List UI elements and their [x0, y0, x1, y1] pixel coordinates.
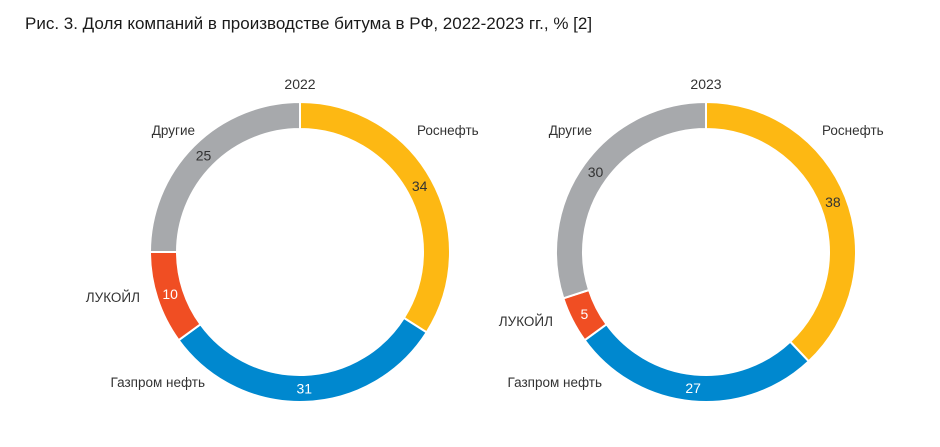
donut-2023-year-label: 2023 [690, 76, 721, 92]
donut-2023-category-label: Газпром нефть [508, 375, 602, 390]
donut-2023-value-label: 38 [825, 194, 841, 210]
donut-2022-year-label: 2022 [284, 76, 315, 92]
donut-2023-category-label: Другие [549, 123, 592, 138]
donut-2022-value-label: 34 [412, 178, 428, 194]
donut-2023-value-label: 27 [685, 380, 701, 396]
figure-title: Рис. 3. Доля компаний в производстве бит… [25, 14, 593, 33]
donut-2023-value-label: 5 [580, 306, 588, 322]
donut-2023-value-label: 30 [588, 164, 604, 180]
donut-2022-category-label: Роснефть [417, 123, 479, 138]
donut-2022-category-label: Газпром нефть [111, 375, 205, 390]
donut-2022-value-label: 31 [296, 380, 312, 396]
donut-2022-category-label: ЛУКОЙЛ [86, 290, 140, 305]
donut-2023-category-label: ЛУКОЙЛ [499, 314, 553, 329]
donut-2023-slice-3 [555, 100, 707, 300]
donut-2022-slice-3 [148, 100, 301, 253]
donut-2022-value-label: 25 [196, 147, 212, 163]
donut-2023-category-label: Роснефть [822, 123, 884, 138]
donut-2022-value-label: 10 [162, 286, 178, 302]
donut-2022-category-label: Другие [152, 123, 195, 138]
donut-2023-slice-0 [705, 100, 857, 363]
